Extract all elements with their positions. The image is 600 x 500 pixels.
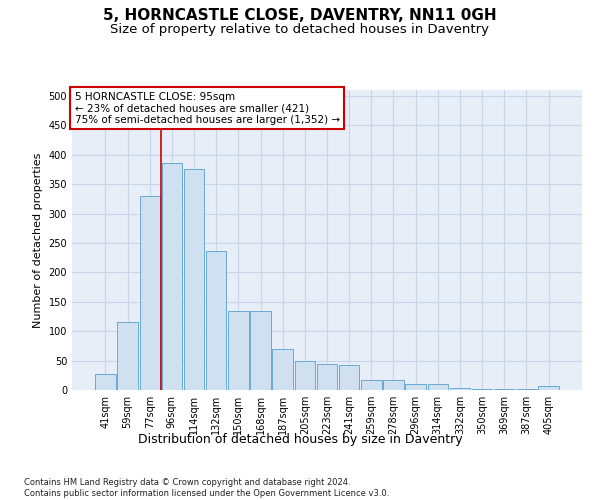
- Text: Distribution of detached houses by size in Daventry: Distribution of detached houses by size …: [137, 432, 463, 446]
- Bar: [361, 380, 382, 390]
- Bar: [250, 310, 271, 390]
- Bar: [95, 374, 116, 390]
- Bar: [317, 364, 337, 390]
- Bar: [538, 386, 559, 390]
- Bar: [516, 389, 536, 390]
- Bar: [206, 250, 226, 390]
- Bar: [383, 380, 404, 390]
- Bar: [228, 310, 248, 390]
- Bar: [494, 389, 514, 390]
- Bar: [184, 170, 204, 390]
- Bar: [272, 349, 293, 390]
- Bar: [428, 384, 448, 390]
- Bar: [295, 360, 315, 390]
- Bar: [339, 366, 359, 390]
- Bar: [161, 163, 182, 390]
- Text: Contains HM Land Registry data © Crown copyright and database right 2024.
Contai: Contains HM Land Registry data © Crown c…: [24, 478, 389, 498]
- Text: Size of property relative to detached houses in Daventry: Size of property relative to detached ho…: [110, 22, 490, 36]
- Bar: [406, 384, 426, 390]
- Bar: [118, 322, 138, 390]
- Bar: [472, 389, 493, 390]
- Y-axis label: Number of detached properties: Number of detached properties: [33, 152, 43, 328]
- Text: 5 HORNCASTLE CLOSE: 95sqm
← 23% of detached houses are smaller (421)
75% of semi: 5 HORNCASTLE CLOSE: 95sqm ← 23% of detac…: [74, 92, 340, 124]
- Bar: [140, 196, 160, 390]
- Text: 5, HORNCASTLE CLOSE, DAVENTRY, NN11 0GH: 5, HORNCASTLE CLOSE, DAVENTRY, NN11 0GH: [103, 8, 497, 22]
- Bar: [450, 388, 470, 390]
